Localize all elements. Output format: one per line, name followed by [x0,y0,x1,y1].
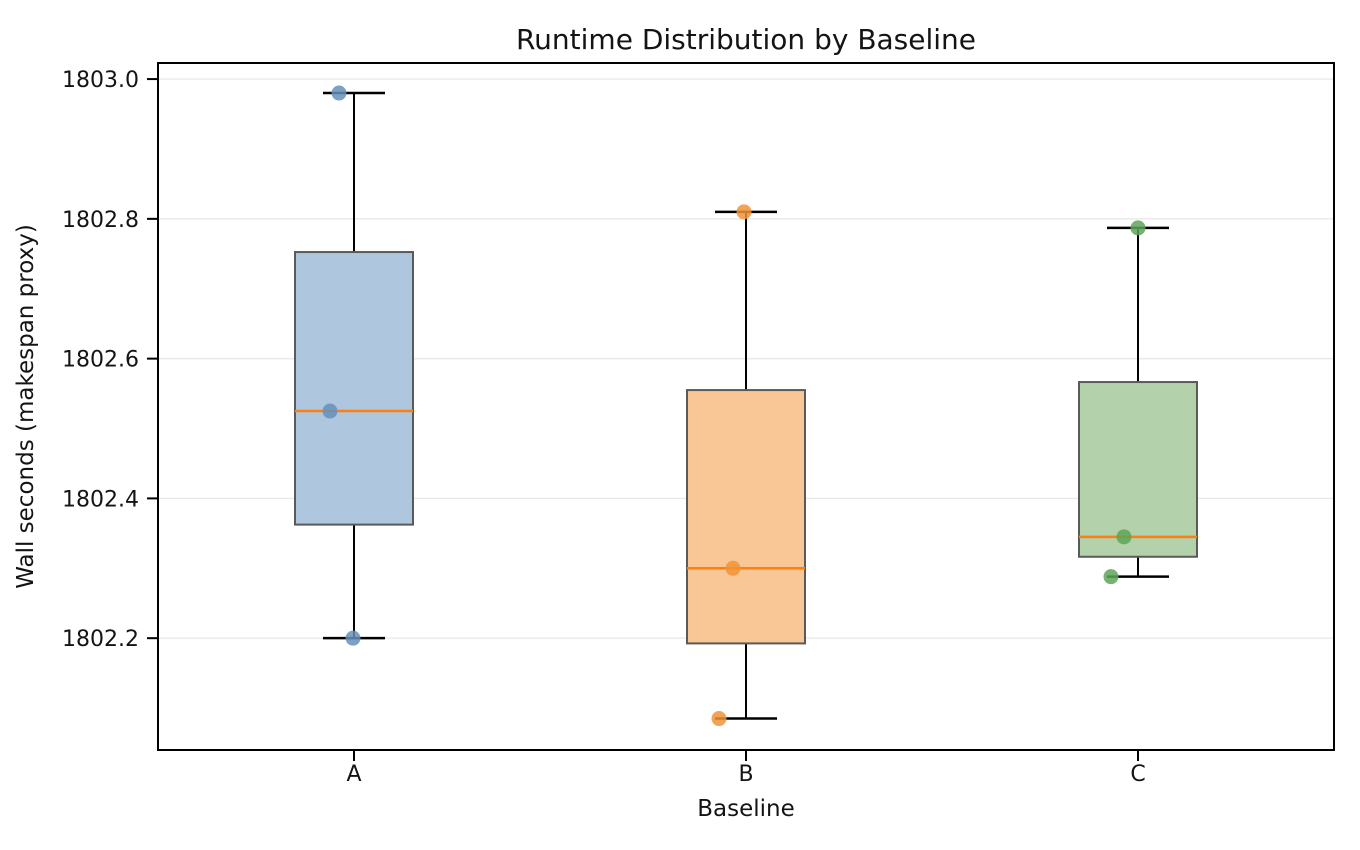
data-point-b [711,711,727,727]
y-tick-label: 1803.0 [62,68,139,93]
data-point-a [345,630,361,646]
x-tick-label-a: A [346,762,361,787]
data-point-c [1103,569,1119,585]
data-point-b [725,560,741,576]
y-tick-label: 1802.4 [62,487,139,512]
data-point-a [331,85,347,101]
data-point-c [1116,529,1132,545]
box-b [686,389,806,645]
chart-title: Runtime Distribution by Baseline [516,23,976,56]
axes-frame [157,62,1335,751]
y-tick-label: 1802.8 [62,208,139,233]
chart-layer: A B C 1802.2 1802.4 1802.6 1802.8 1803.0 [62,62,1335,787]
x-tick-label-c: C [1130,762,1145,787]
x-tick-label-b: B [738,762,753,787]
box-c [1078,381,1198,558]
y-axis-label: Wall seconds (makespan proxy) [13,224,39,589]
data-point-c [1130,220,1146,236]
y-tick-label: 1802.2 [62,627,139,652]
x-axis-label: Baseline [697,796,795,822]
box-a [294,251,414,526]
data-point-a [322,403,338,419]
data-point-b [736,204,752,220]
y-tick-label: 1802.6 [62,348,139,373]
